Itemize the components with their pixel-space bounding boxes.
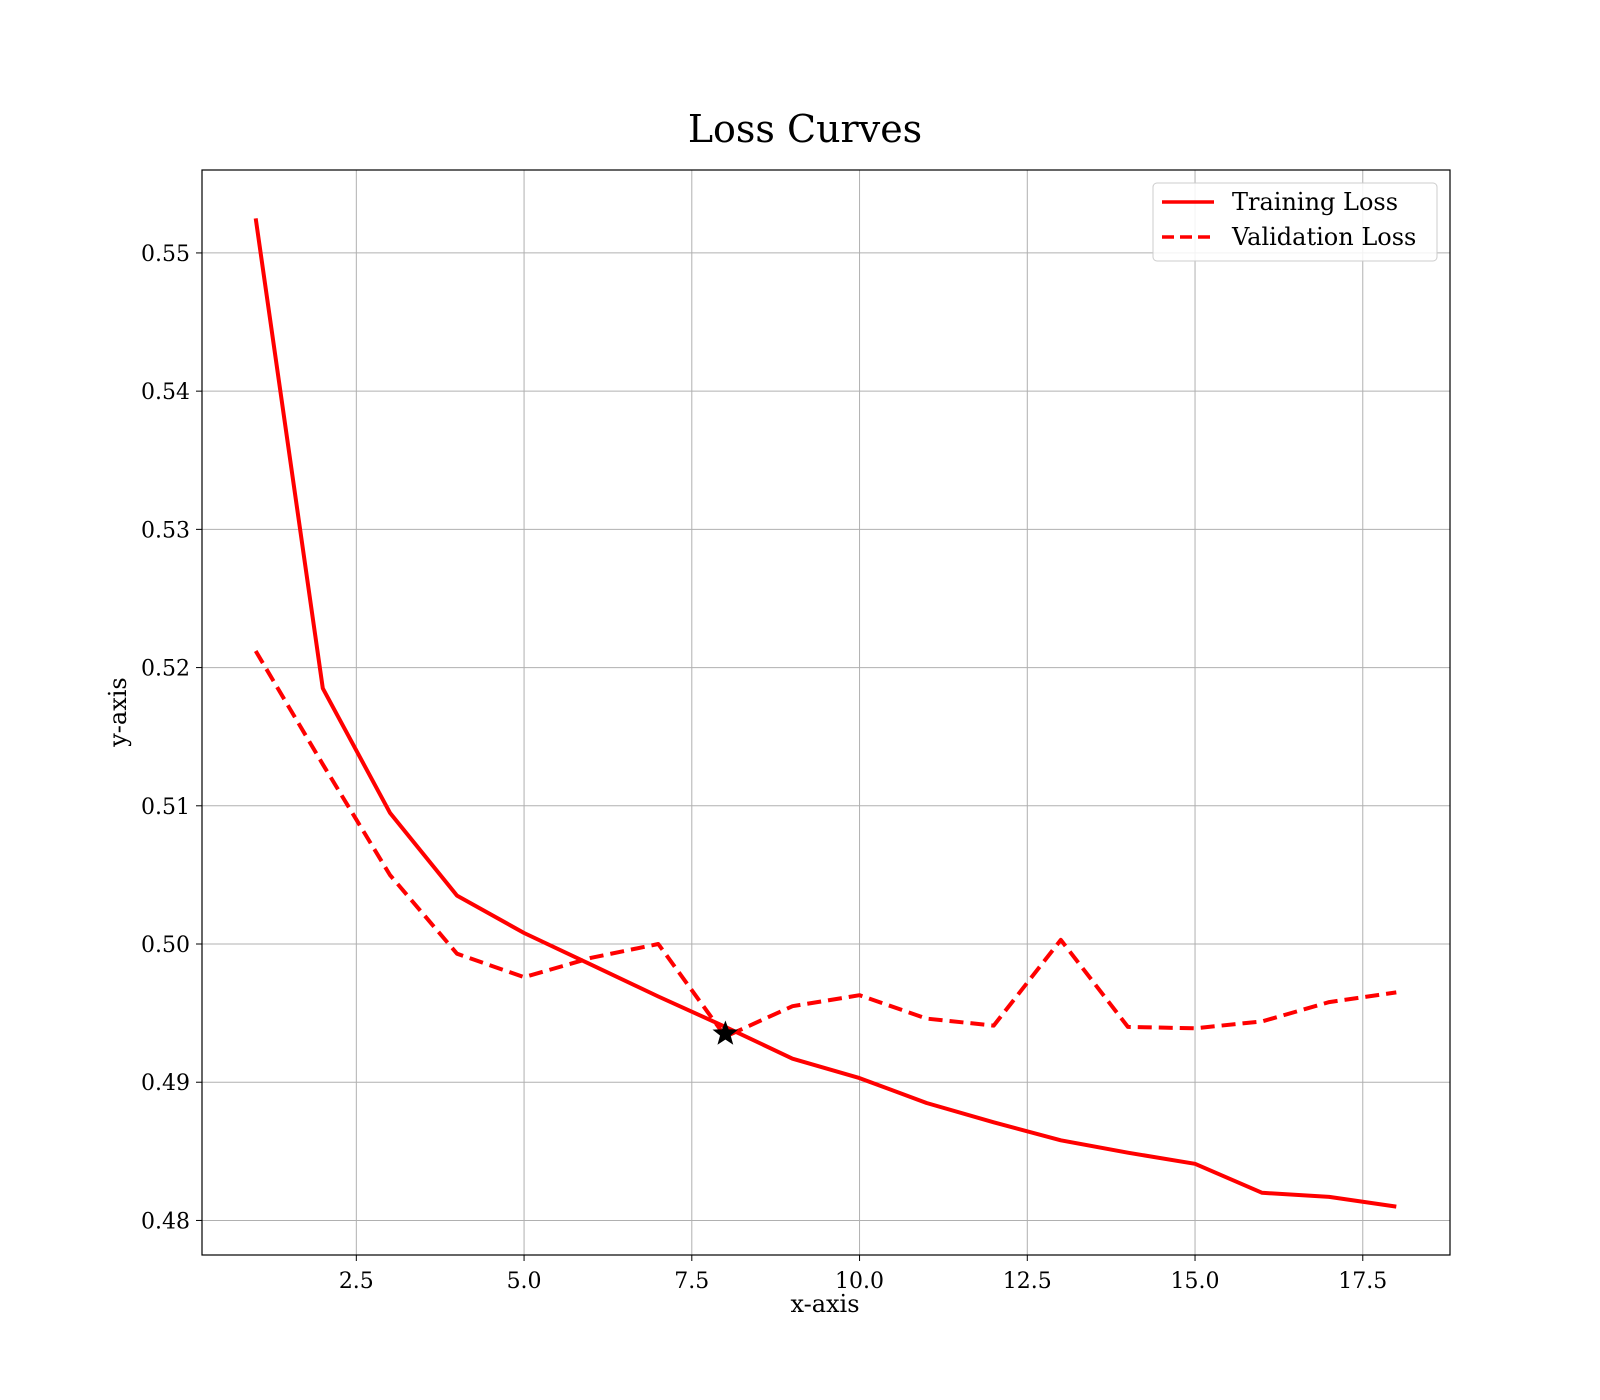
legend-label-validation-loss: Validation Loss bbox=[1231, 223, 1416, 251]
legend-box bbox=[1152, 182, 1438, 262]
x-tick-label: 5.0 bbox=[507, 1269, 542, 1294]
legend: Training Loss Validation Loss bbox=[1152, 182, 1438, 262]
x-tick-label: 7.5 bbox=[674, 1269, 709, 1294]
y-tick-label: 0.54 bbox=[141, 380, 190, 405]
chart-title: Loss Curves bbox=[688, 107, 922, 151]
x-tick-label: 2.5 bbox=[339, 1269, 374, 1294]
legend-label-training-loss: Training Loss bbox=[1232, 188, 1398, 216]
y-tick-label: 0.48 bbox=[141, 1209, 190, 1234]
x-tick-label: 15.0 bbox=[1171, 1269, 1220, 1294]
y-tick-label: 0.55 bbox=[141, 242, 190, 267]
markers bbox=[712, 1020, 739, 1045]
y-tick-label: 0.50 bbox=[141, 933, 190, 958]
y-tick-label: 0.53 bbox=[141, 518, 190, 543]
x-tick-label: 10.0 bbox=[835, 1269, 884, 1294]
series-lines bbox=[253, 218, 1397, 1209]
y-axis-label: y-axis bbox=[104, 677, 132, 748]
series-line-training-loss bbox=[253, 218, 1397, 1209]
x-tick-label: 17.5 bbox=[1338, 1269, 1387, 1294]
x-tick-label: 12.5 bbox=[1003, 1269, 1052, 1294]
best-epoch-star-marker bbox=[712, 1020, 739, 1045]
grid bbox=[202, 170, 1450, 1255]
x-axis-label: x-axis bbox=[790, 1290, 859, 1318]
x-axis-ticks: 2.5 5.0 7.5 10.0 12.5 15.0 17.5 bbox=[339, 1255, 1387, 1294]
y-tick-label: 0.52 bbox=[141, 657, 190, 682]
series-line-validation-loss bbox=[253, 649, 1397, 1039]
plot-frame bbox=[201, 169, 1451, 1256]
y-tick-label: 0.49 bbox=[141, 1071, 190, 1096]
y-tick-label: 0.51 bbox=[141, 795, 190, 820]
y-axis-ticks: 0.48 0.49 0.50 0.51 0.52 0.53 0.54 0.55 bbox=[141, 242, 202, 1234]
